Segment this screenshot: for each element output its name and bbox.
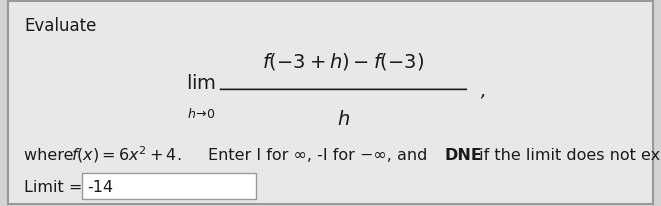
Text: Limit =: Limit = [24, 179, 83, 194]
Text: $h$: $h$ [337, 110, 350, 129]
Text: $f(-3+h)-f(-3)$: $f(-3+h)-f(-3)$ [262, 50, 424, 71]
Text: DNE: DNE [445, 147, 483, 162]
FancyBboxPatch shape [82, 173, 256, 199]
Text: $h\!\rightarrow\!0$: $h\!\rightarrow\!0$ [187, 106, 215, 120]
Text: where: where [24, 147, 79, 162]
Text: Enter I for ∞, ‑I for −∞, and: Enter I for ∞, ‑I for −∞, and [208, 147, 432, 162]
Text: ,: , [479, 81, 485, 99]
Text: $\mathrm{lim}$: $\mathrm{lim}$ [186, 74, 217, 92]
Text: Evaluate: Evaluate [24, 16, 97, 34]
Text: $f(x)=6x^2+4.$: $f(x)=6x^2+4.$ [71, 144, 182, 165]
Text: -14: -14 [87, 179, 114, 194]
Text: if the limit does not exist.: if the limit does not exist. [475, 147, 661, 162]
